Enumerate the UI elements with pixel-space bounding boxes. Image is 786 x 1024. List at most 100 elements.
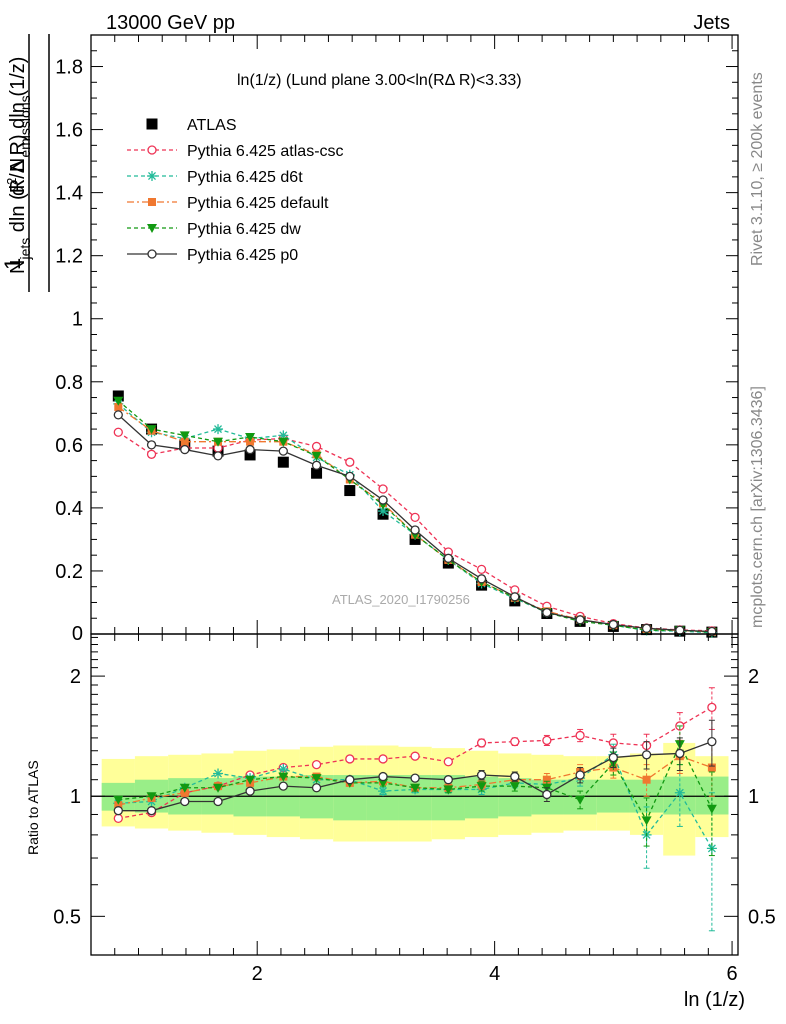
ratio-point-atlas-csc <box>608 738 618 748</box>
point-p0 <box>608 619 618 630</box>
ratio-point-d6t <box>674 787 685 798</box>
ratio-point-default <box>180 788 189 797</box>
y-tick-label: 1.8 <box>55 57 83 79</box>
ratio-point-default <box>642 775 651 784</box>
ratio-point-dw <box>443 785 454 795</box>
legend-label: ATLAS <box>187 117 237 134</box>
ratio-point-p0 <box>476 770 487 780</box>
point-ATLAS <box>344 485 356 497</box>
ratio-point-p0 <box>146 806 157 816</box>
y-tick-label: 0.6 <box>55 435 83 457</box>
point-dw <box>278 437 289 447</box>
ratio-point-dw <box>641 816 652 826</box>
ratio-point-default <box>542 775 551 784</box>
point-p0 <box>146 440 157 450</box>
legend-entry-d6t: Pythia 6.425 d6t <box>127 169 303 186</box>
point-p0 <box>641 623 652 633</box>
legend-label: Pythia 6.425 d6t <box>187 169 303 186</box>
ratio-y-tick-label-right: 2 <box>748 666 759 688</box>
ratio-point-dw <box>706 804 717 814</box>
point-default <box>180 437 189 446</box>
point-p0 <box>378 495 388 505</box>
y-tick-label: 1.6 <box>55 120 83 142</box>
ratio-y-tick-label: 2 <box>70 666 81 688</box>
ratio-point-dw <box>311 774 322 784</box>
point-ATLAS <box>112 390 124 402</box>
ratio-y-axis-label: Ratio to ATLAS <box>25 760 41 855</box>
legend-label: Pythia 6.425 atlas-csc <box>187 143 344 160</box>
ratio-y-tick-label: 0.5 <box>53 906 81 928</box>
point-dw <box>113 396 124 406</box>
legend-label: Pythia 6.425 default <box>187 195 329 212</box>
ratio-point-p0 <box>542 789 552 800</box>
legend-marker <box>147 171 157 181</box>
main-y-axis-label: Njets dln (R/Δ R) dln (1/z) 1 d2 Nemissi… <box>0 34 50 292</box>
ratio-point-p0 <box>180 796 190 807</box>
ratio-y-tick-label-right: 1 <box>748 786 759 808</box>
ratio-point-p0 <box>245 786 255 796</box>
ratio-point-atlas-csc <box>575 730 585 741</box>
point-dw <box>146 425 157 435</box>
ratio-point-atlas-csc <box>707 702 717 712</box>
ratio-point-dw <box>476 782 487 792</box>
point-p0 <box>213 451 223 461</box>
point-p0 <box>542 607 552 618</box>
point-p0 <box>410 525 420 535</box>
ratio-point-p0 <box>510 771 520 782</box>
main-panel: 0.2 0.4 0.6 0.8 1 1.2 1.4 1.6 1.8 0 <box>55 34 739 645</box>
point-atlas-csc <box>311 441 322 452</box>
point-ATLAS <box>277 456 289 468</box>
rivet-label: Rivet 3.1.10, ≥ 200k events <box>749 72 766 266</box>
x-tick-label: 6 <box>727 963 738 985</box>
plot-title: ln(1/z) (Lund plane 3.00<ln(RΔ R)<3.33) <box>237 72 522 89</box>
y-tick-label: 0 <box>72 623 83 645</box>
ratio-point-default <box>707 763 716 772</box>
ratio-point-dw <box>378 778 389 788</box>
point-p0 <box>180 444 190 455</box>
ratio-point-p0 <box>675 748 685 759</box>
point-p0 <box>245 444 255 455</box>
legend: ATLAS Pythia 6.425 atlas-csc Pythia 6.425 … <box>127 117 344 264</box>
y-tick-label: 1.4 <box>55 183 83 205</box>
point-dw <box>179 431 190 441</box>
legend-marker <box>147 224 157 233</box>
point-p0 <box>575 615 585 625</box>
point-dw <box>245 432 256 442</box>
legend-entry-dw: Pythia 6.425 dw <box>127 221 301 238</box>
point-ATLAS <box>311 467 323 479</box>
ratio-point-d6t <box>378 786 389 797</box>
ratio-point-atlas-csc <box>476 738 487 748</box>
ratio-point-dw <box>575 795 586 805</box>
y-tick-label: 0.4 <box>55 498 83 520</box>
ratio-point-dw <box>278 772 289 782</box>
svg-text:1: 1 <box>0 258 25 270</box>
ratio-point-p0 <box>213 796 223 807</box>
legend-label: Pythia 6.425 dw <box>187 221 301 238</box>
category-label: Jets <box>693 12 730 34</box>
point-p0 <box>443 553 453 563</box>
point-atlas-csc <box>345 457 355 467</box>
point-d6t <box>278 430 289 441</box>
ratio-point-dw <box>113 795 124 805</box>
point-p0 <box>510 592 520 602</box>
ratio-point-p0 <box>410 773 420 783</box>
point-d6t <box>213 424 224 435</box>
legend-entry-default: Pythia 6.425 default <box>127 195 329 212</box>
ratio-point-dw <box>146 792 157 802</box>
point-ATLAS <box>244 449 256 461</box>
ratio-point-d6t <box>278 764 289 775</box>
point-dw <box>213 437 224 447</box>
y-tick-label: 1.2 <box>55 246 83 268</box>
legend-entry-ATLAS: ATLAS <box>146 117 237 134</box>
ratio-point-atlas-csc <box>443 757 453 767</box>
legend-marker <box>147 145 157 155</box>
point-default <box>114 403 123 412</box>
point-atlas-csc <box>378 484 388 494</box>
ratio-point-p0 <box>641 750 652 760</box>
series-p0 <box>113 410 717 637</box>
point-p0 <box>278 446 288 456</box>
ratio-point-p0 <box>113 806 123 816</box>
legend-marker <box>146 118 158 130</box>
ratio-y-tick-label-right: 0.5 <box>748 906 776 928</box>
